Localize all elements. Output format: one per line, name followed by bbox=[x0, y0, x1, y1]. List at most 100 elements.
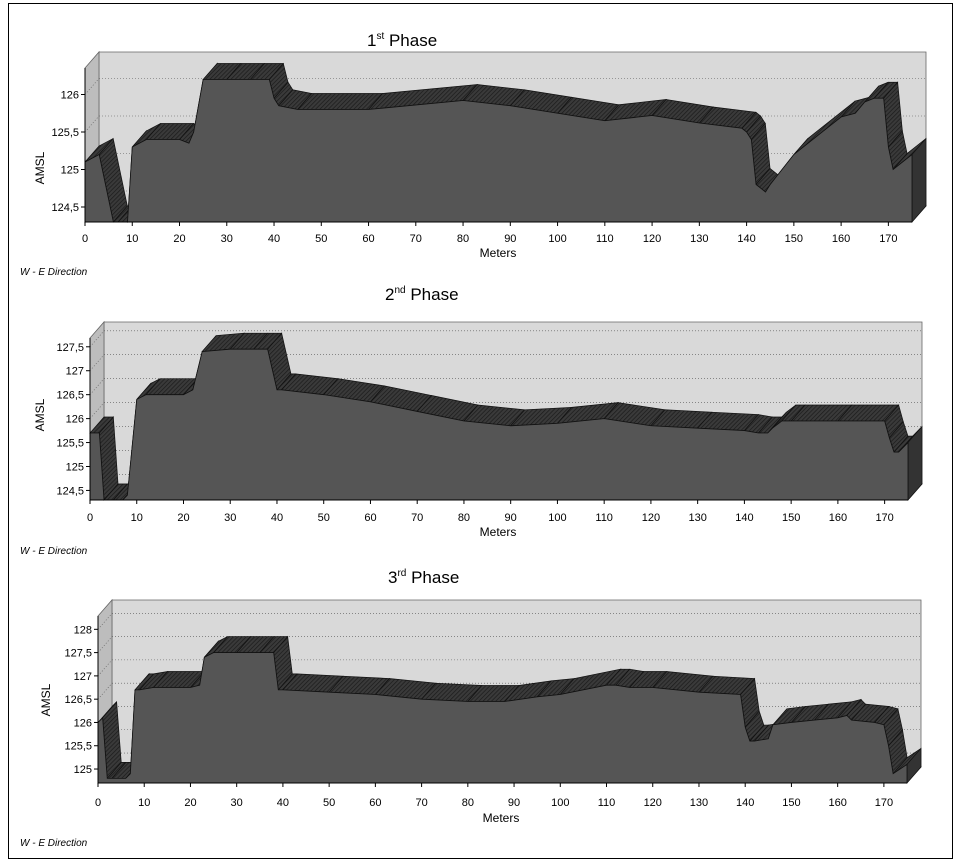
x-tick-label: 100 bbox=[551, 797, 569, 809]
x-tick-label: 170 bbox=[879, 233, 897, 245]
plot-area: 125 125,5 126 126,5 127 127,5 128 0 10 20 30 40 50 60… bbox=[64, 598, 922, 809]
chart-title: 2nd Phase bbox=[385, 285, 459, 304]
y-tick-label: 126 bbox=[74, 717, 92, 729]
x-tick-label: 160 bbox=[829, 512, 847, 524]
x-tick-label: 0 bbox=[87, 512, 93, 524]
x-tick-label: 140 bbox=[737, 233, 755, 245]
x-tick-label: 50 bbox=[323, 797, 335, 809]
x-tick-label: 70 bbox=[411, 512, 423, 524]
direction-note: W - E Direction bbox=[20, 267, 88, 278]
y-tick-label: 125 bbox=[66, 461, 84, 473]
y-axis-label: AMSL bbox=[39, 683, 53, 716]
gridline bbox=[84, 115, 100, 133]
x-tick-label: 130 bbox=[690, 233, 708, 245]
x-tick-label: 150 bbox=[782, 512, 800, 524]
x-tick-label: 90 bbox=[505, 512, 517, 524]
x-tick-label: 60 bbox=[362, 233, 374, 245]
x-tick-label: 170 bbox=[875, 797, 893, 809]
x-tick-label: 40 bbox=[268, 233, 280, 245]
plot-area: 124,5 125 125,5 126 0 10 20 30 40 50 60 70 80 90 100 11… bbox=[51, 50, 927, 245]
x-tick-label: 10 bbox=[138, 797, 150, 809]
x-tick-label: 80 bbox=[457, 233, 469, 245]
x-tick-label: 50 bbox=[315, 233, 327, 245]
x-tick-label: 90 bbox=[508, 797, 520, 809]
gridline bbox=[97, 682, 113, 700]
direction-note: W - E Direction bbox=[20, 838, 88, 849]
gridline bbox=[84, 78, 100, 95]
y-tick-label: 127 bbox=[74, 671, 92, 683]
y-tick-label: 126,5 bbox=[64, 694, 92, 706]
x-tick-label: 50 bbox=[318, 512, 330, 524]
gridline bbox=[89, 402, 105, 419]
y-tick-label: 124,5 bbox=[51, 202, 79, 214]
gridline bbox=[89, 378, 105, 395]
x-tick-label: 60 bbox=[369, 797, 381, 809]
x-tick-label: 30 bbox=[231, 797, 243, 809]
y-tick-label: 128 bbox=[74, 624, 92, 636]
y-axis-label: AMSL bbox=[33, 151, 47, 184]
x-tick-label: 0 bbox=[95, 797, 101, 809]
x-tick-label: 80 bbox=[462, 797, 474, 809]
direction-note: W - E Direction bbox=[20, 546, 88, 557]
y-tick-label: 127,5 bbox=[64, 648, 92, 660]
x-tick-label: 70 bbox=[410, 233, 422, 245]
x-tick-label: 20 bbox=[184, 797, 196, 809]
area-series bbox=[97, 652, 908, 784]
x-tick-label: 150 bbox=[782, 797, 800, 809]
gridline bbox=[89, 330, 105, 347]
chart-panel-3: 3rd Phase 125 125,5 126 126,5 127 127,5 128 0 10… bbox=[20, 568, 922, 849]
x-tick-label: 160 bbox=[832, 233, 850, 245]
x-tick-label: 60 bbox=[364, 512, 376, 524]
y-tick-label: 125 bbox=[74, 764, 92, 776]
x-tick-label: 110 bbox=[598, 797, 616, 809]
x-axis-label: Meters bbox=[480, 525, 517, 539]
x-tick-label: 10 bbox=[131, 512, 143, 524]
x-tick-label: 20 bbox=[177, 512, 189, 524]
gridline bbox=[97, 636, 113, 653]
x-tick-label: 170 bbox=[875, 512, 893, 524]
y-tick-label: 124,5 bbox=[56, 485, 84, 497]
x-tick-label: 70 bbox=[415, 797, 427, 809]
area-series bbox=[84, 79, 913, 223]
y-tick-label: 125,5 bbox=[51, 127, 79, 139]
y-tick-label: 125,5 bbox=[64, 741, 92, 753]
gridline bbox=[97, 659, 113, 677]
x-tick-label: 40 bbox=[277, 797, 289, 809]
x-tick-label: 140 bbox=[736, 797, 754, 809]
gridline bbox=[89, 354, 105, 371]
chart-panel-2: 2nd Phase 124,5 125 125,5 126 126,5 127 127,5 0… bbox=[20, 285, 923, 557]
x-tick-label: 150 bbox=[785, 233, 803, 245]
x-tick-label: 110 bbox=[595, 512, 613, 524]
x-tick-label: 140 bbox=[735, 512, 753, 524]
plot-area: 124,5 125 125,5 126 126,5 127 127,5 0 10 20 30 40 50… bbox=[56, 320, 923, 524]
x-tick-label: 130 bbox=[688, 512, 706, 524]
chart-title: 3rd Phase bbox=[388, 568, 459, 587]
x-tick-label: 120 bbox=[644, 797, 662, 809]
x-tick-label: 20 bbox=[173, 233, 185, 245]
gridline bbox=[97, 613, 113, 630]
x-tick-label: 10 bbox=[126, 233, 138, 245]
x-tick-label: 100 bbox=[548, 233, 566, 245]
x-tick-label: 120 bbox=[642, 512, 660, 524]
y-tick-label: 125,5 bbox=[56, 438, 84, 450]
x-tick-label: 40 bbox=[271, 512, 283, 524]
area-series bbox=[89, 348, 909, 501]
x-tick-label: 120 bbox=[643, 233, 661, 245]
x-tick-label: 100 bbox=[548, 512, 566, 524]
y-tick-label: 126 bbox=[61, 90, 79, 102]
chart-title: 1st Phase bbox=[367, 31, 437, 50]
x-tick-label: 80 bbox=[458, 512, 470, 524]
area-top-segment bbox=[296, 93, 384, 110]
x-axis-label: Meters bbox=[480, 246, 517, 260]
y-axis-label: AMSL bbox=[33, 398, 47, 431]
x-tick-label: 110 bbox=[596, 233, 614, 245]
y-tick-label: 127 bbox=[66, 366, 84, 378]
x-tick-label: 30 bbox=[224, 512, 236, 524]
x-tick-label: 30 bbox=[221, 233, 233, 245]
chart-panel-1: 1st Phase 124,5 125 125,5 126 0 10 20 30 40 50 60 7… bbox=[20, 31, 927, 278]
x-tick-label: 160 bbox=[828, 797, 846, 809]
y-tick-label: 126 bbox=[66, 414, 84, 426]
y-tick-label: 127,5 bbox=[56, 342, 84, 354]
y-tick-label: 125 bbox=[61, 165, 79, 177]
